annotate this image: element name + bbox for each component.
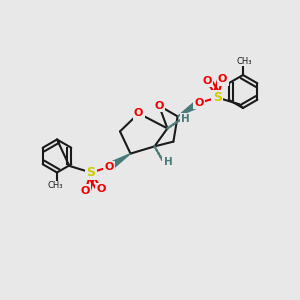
Text: O: O — [81, 185, 90, 196]
Text: O: O — [218, 74, 227, 85]
Text: O: O — [97, 184, 106, 194]
Text: O: O — [104, 162, 114, 172]
Text: S: S — [213, 91, 222, 104]
Text: O: O — [194, 98, 204, 108]
Polygon shape — [107, 154, 130, 170]
Polygon shape — [178, 100, 201, 116]
Text: O: O — [202, 76, 211, 86]
Text: O: O — [134, 108, 143, 118]
Text: CH₃: CH₃ — [48, 182, 63, 190]
Text: S: S — [86, 166, 95, 179]
Text: H: H — [181, 114, 190, 124]
Text: O: O — [154, 100, 164, 111]
Text: CH₃: CH₃ — [237, 57, 252, 66]
Text: H: H — [164, 157, 172, 167]
